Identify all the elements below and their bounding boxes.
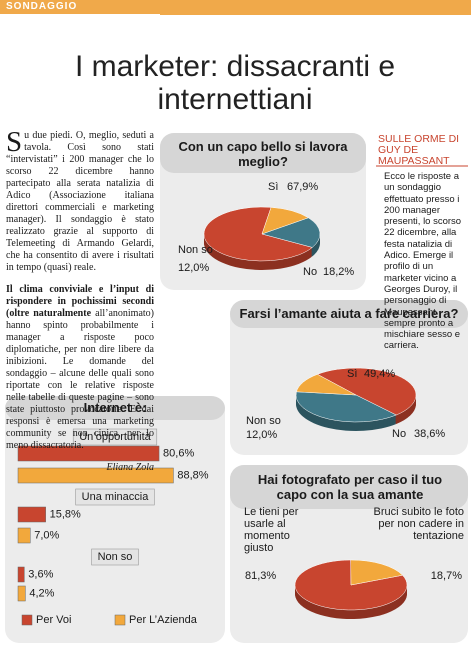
bar-value-label: 4,2% (29, 587, 54, 599)
bar (17, 506, 46, 523)
bar-value-label: 3,6% (28, 568, 53, 580)
section-label: SONDAGGIO (6, 1, 78, 12)
pie-value-label: 67,9% (287, 181, 318, 193)
bar-value-label: 80,6% (163, 447, 194, 459)
bar-value-label: 15,8% (50, 508, 81, 520)
category-label-box (91, 548, 139, 566)
pie-slice (203, 206, 313, 262)
pie-slice (316, 367, 417, 416)
author: Eliana Zola (106, 462, 154, 473)
category-label-box (72, 428, 158, 446)
pie-value-label: 81,3% (245, 570, 276, 582)
pie-value-label: 18,2% (323, 266, 354, 278)
sidebar-text: Ecco le risposte a un sondaggio effettua… (384, 171, 462, 352)
bar (17, 566, 25, 583)
bar (17, 527, 31, 544)
pie-category-label: Non so (246, 415, 281, 427)
paragraph-body: all’anonimato) hanno spinto probabilment… (6, 308, 154, 451)
legend-swatch (21, 614, 33, 626)
headline: I marketer: dissacranti e internettiani (74, 50, 396, 116)
bar (17, 467, 174, 484)
pie-category-label: Le tieni per usarle al momento giusto (244, 506, 299, 554)
paragraph: Su due piedi. O, meglio, seduti a tavola… (6, 126, 154, 273)
bar (17, 585, 26, 602)
bar-value-label: 7,0% (34, 529, 59, 541)
category-label: Un’opportunità (79, 431, 151, 443)
pie-category-label: Non so (178, 244, 213, 256)
chart-box-header (230, 300, 468, 328)
category-label: Una minaccia (82, 491, 150, 503)
pie-value-label: 18,7% (431, 570, 462, 582)
pie-value-label: 38,6% (414, 428, 445, 440)
pie-category-label: Bruci subito le foto per non cadere in t… (373, 506, 465, 542)
legend-swatch (114, 614, 126, 626)
pie-category-label: Sì (268, 181, 278, 193)
paragraph-lead: Il clima conviviale e l’input di rispond… (6, 284, 154, 319)
chart-title: Internet è: (83, 400, 147, 415)
paragraph: Il clima conviviale e l’input di rispond… (6, 284, 154, 452)
pie-category-label: Sì (347, 368, 357, 380)
bar-value-label: 88,8% (177, 469, 208, 481)
pie-slice (296, 374, 357, 396)
category-label: Non so (98, 551, 133, 563)
pie-category-label: No (303, 266, 317, 278)
pie-value-label: 12,0% (178, 262, 209, 274)
category-label-box (75, 488, 155, 506)
pie-value-label: 49,4% (364, 368, 395, 380)
bar (17, 445, 160, 462)
pie-slice (261, 207, 309, 235)
pie-slice (295, 391, 397, 423)
header-bar (0, 0, 471, 14)
chart-box-header (160, 133, 366, 173)
legend-label: Per Voi (36, 614, 71, 626)
chart-box-header (230, 465, 468, 509)
chart-box (230, 465, 468, 643)
pie-value-label: 12,0% (246, 429, 277, 441)
legend-label: Per L’Azienda (129, 614, 198, 626)
sidebar-title: SULLE ORME DI GUY DE MAUPASSANT (378, 133, 460, 167)
article: Su due piedi. O, meglio, seduti a tavola… (6, 126, 154, 484)
pie-category-label: No (392, 428, 406, 440)
chart-title: Farsi l’amante aiuta a fare carriera? (239, 306, 459, 321)
chart-box-header (5, 396, 225, 420)
pie-slice (261, 217, 321, 248)
chart-title: Con un capo bello si lavora meglio? (178, 139, 348, 169)
pie-slice (350, 559, 404, 586)
chart-title: Hai fotografato per caso il tuo capo con… (257, 472, 443, 502)
